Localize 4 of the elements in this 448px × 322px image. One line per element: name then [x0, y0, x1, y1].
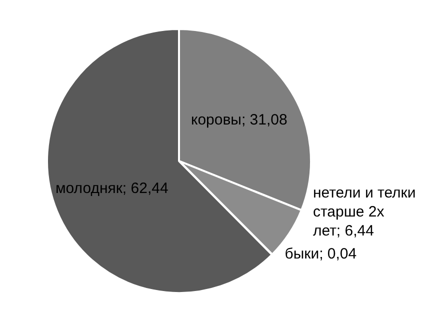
slice-label: нетели и телки старше 2х лет; 6,44	[312, 184, 416, 240]
slice-label: молодняк; 62,44	[55, 180, 168, 197]
slice-label: коровы; 31,08	[190, 111, 288, 128]
slice-label: быки; 0,04	[284, 246, 357, 263]
